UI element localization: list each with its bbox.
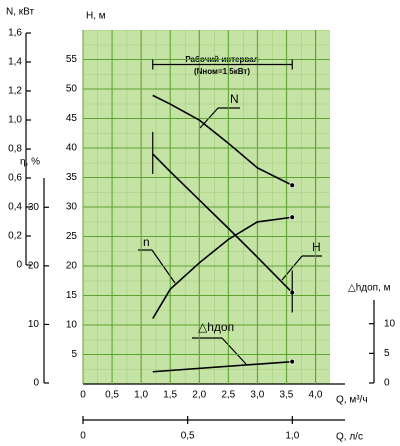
x2-tick-label: 1,0 <box>285 431 299 442</box>
interval-note: (Nном=1,5кВт) <box>194 67 250 76</box>
y-tick-label: 5 <box>71 349 77 360</box>
curve-label: △hдоп <box>198 320 234 334</box>
eta-tick-label: 30 <box>28 202 40 213</box>
end-point <box>289 182 296 189</box>
eta-tick-label: 20 <box>28 260 40 271</box>
x-axis-title: Q, м³/ч <box>336 395 368 406</box>
n-axis-title: N, кВт <box>6 7 34 18</box>
curve <box>152 153 293 294</box>
y-tick-label: 15 <box>66 290 78 301</box>
x2-tick-label: 0 <box>80 431 86 442</box>
y-tick-label: 10 <box>66 320 78 331</box>
curve <box>152 360 293 373</box>
eta-tick-label: 0 <box>33 378 39 389</box>
eta-axis-title: η, % <box>20 157 40 168</box>
y-tick-label: 20 <box>66 261 78 272</box>
n-tick-label: 0,6 <box>8 173 22 184</box>
n-tick-label: 0,8 <box>8 144 22 155</box>
y-tick-label: 25 <box>66 231 78 242</box>
end-point <box>289 214 296 221</box>
x-tick-label: 2,5 <box>221 390 235 401</box>
y-tick-label: 45 <box>66 113 78 124</box>
n-tick-label: 1,2 <box>8 86 22 97</box>
x-tick-label: 0 <box>80 390 86 401</box>
dh-axis-title: △hдоп, м <box>348 283 391 294</box>
x-tick-label: 4,0 <box>309 390 323 401</box>
x-tick-label: 2,0 <box>192 390 206 401</box>
curve-label: n <box>143 235 150 249</box>
dh-tick-label: 0 <box>384 378 390 389</box>
y-tick-label: 40 <box>66 143 78 154</box>
eta-tick-label: 10 <box>28 319 40 330</box>
n-tick-label: 1,4 <box>8 57 22 68</box>
n-tick-label: 0 <box>16 260 22 271</box>
leader <box>281 255 303 281</box>
y-tick-label: 55 <box>66 54 78 65</box>
dh-tick-label: 10 <box>384 318 396 329</box>
x2-tick-label: 0,5 <box>181 431 195 442</box>
x2-axis-title: Q, л/с <box>336 432 363 443</box>
y-tick-label: 35 <box>66 172 78 183</box>
y-tick-label: 50 <box>66 84 78 95</box>
x-tick-label: 1,5 <box>163 390 177 401</box>
y-axis-title: H, м <box>86 11 106 22</box>
leader <box>221 337 247 365</box>
curve <box>152 94 293 186</box>
n-tick-label: 0,4 <box>8 202 22 213</box>
x-tick-label: 1,0 <box>134 390 148 401</box>
x-tick-label: 3,0 <box>250 390 264 401</box>
curve <box>152 216 293 319</box>
x-tick-label: 3,5 <box>279 390 293 401</box>
n-tick-label: 1,6 <box>8 28 22 39</box>
n-tick-label: 0,2 <box>8 231 22 242</box>
dh-tick-label: 5 <box>384 348 390 359</box>
end-point <box>289 358 296 365</box>
x-tick-label: 0,5 <box>105 390 119 401</box>
curve-label: N <box>230 92 239 106</box>
y-tick-label: 30 <box>66 202 78 213</box>
curve-label: H <box>312 240 321 254</box>
n-tick-label: 1,0 <box>8 115 22 126</box>
